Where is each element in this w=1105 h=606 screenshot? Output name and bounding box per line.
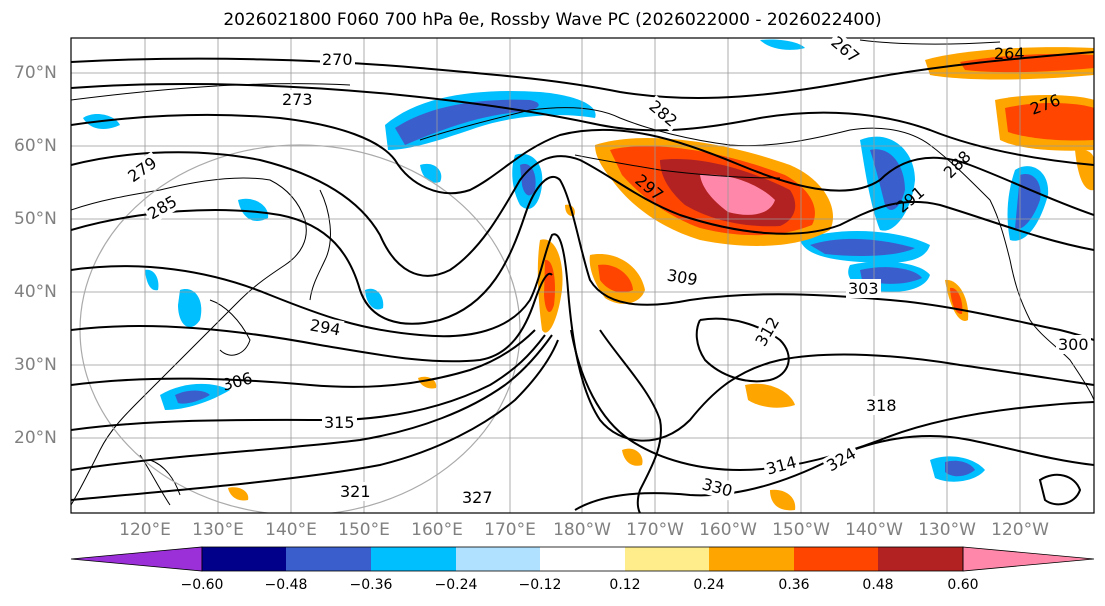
colorbar-segment-2 [202,547,286,571]
lon-label: 160°E [411,520,463,540]
contour-label: 300 [1056,335,1091,354]
colorbar-segment-1 [70,546,203,572]
colorbar-tick: 0.48 [862,577,894,593]
contour-label: 273 [280,90,315,109]
colorbar-segment-11 [962,546,1095,572]
colorbar-segment-5 [456,547,540,571]
contour-label: 303 [846,279,881,298]
map-border [70,37,1095,514]
colorbar-segment-4 [371,547,456,571]
colorbar-tick: −0.48 [264,577,308,593]
colorbar-segment-9 [794,547,878,571]
lat-label: 60°N [14,136,57,156]
lon-label: 180°W [553,520,611,540]
colorbar-segment-3 [286,547,371,571]
lon-label: 160°W [699,520,757,540]
lon-label: 130°W [918,520,976,540]
colorbar-tick: 0.24 [693,577,725,593]
contour-label: 315 [322,413,357,432]
contour-label: 264 [994,44,1025,63]
colorbar-segment-8 [709,547,794,571]
colorbar-tick: 0.60 [947,577,979,593]
lon-label: 170°W [626,520,684,540]
colorbar-tick: 0.36 [778,577,810,593]
colorbar-segment-10 [878,547,963,571]
lon-label: 170°E [484,520,536,540]
lat-label: 40°N [14,282,57,302]
lon-label: 150°W [772,520,830,540]
lat-label: 50°N [14,209,57,229]
lon-label: 140°E [265,520,317,540]
colorbar [70,546,1095,572]
contour-label: 318 [864,396,899,415]
colorbar-segment-6 [540,547,625,571]
contour-label: 270 [320,50,355,69]
negative-anomaly-regions [83,39,1049,482]
colorbar-tick: −0.60 [180,577,224,593]
lon-label: 150°E [338,520,390,540]
lon-label: 140°W [845,520,903,540]
colorbar-tick: −0.36 [349,577,393,593]
colorbar-tick: −0.24 [434,577,478,593]
colorbar-tick: 0.12 [609,577,641,593]
lon-label: 120°E [119,520,171,540]
theta-e-contours [71,51,1094,513]
colorbar-segment-7 [625,547,709,571]
lat-label: 70°N [14,63,57,83]
lon-label: 130°E [192,520,244,540]
lat-label: 20°N [14,428,57,448]
lat-label: 30°N [14,355,57,375]
contour-label: 327 [460,488,495,507]
colorbar-tick: −0.12 [518,577,562,593]
contour-label: 321 [338,482,373,501]
plot-title: 2026021800 F060 700 hPa θe, Rossby Wave … [223,10,882,30]
lon-label: 120°W [991,520,1049,540]
